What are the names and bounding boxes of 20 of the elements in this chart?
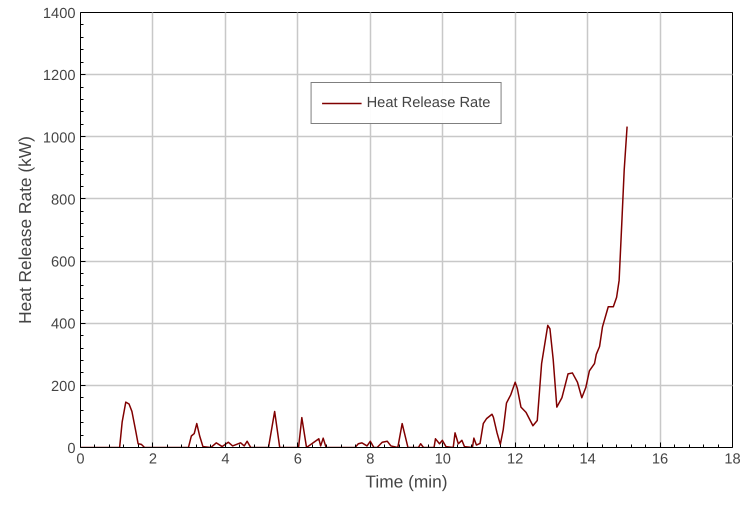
x-tick-label: 10 bbox=[434, 452, 451, 468]
y-tick-label: 400 bbox=[51, 316, 76, 333]
x-tick-label: 8 bbox=[366, 452, 374, 468]
x-tick-label: 2 bbox=[148, 452, 158, 468]
y-tick-label: 1000 bbox=[42, 130, 76, 146]
x-axis-title: Time (min) bbox=[365, 472, 448, 492]
y-tick-label: 200 bbox=[51, 378, 76, 395]
y-tick-label: 800 bbox=[51, 192, 76, 208]
y-tick-label: 1200 bbox=[42, 68, 76, 84]
x-tick-label: 6 bbox=[294, 452, 302, 468]
x-tick-label: 16 bbox=[652, 452, 668, 468]
x-tick-label: 14 bbox=[579, 452, 596, 468]
y-tick-label: 600 bbox=[51, 254, 76, 271]
x-tick-label: 4 bbox=[221, 452, 230, 468]
x-tick-label: 12 bbox=[507, 452, 524, 468]
x-tick-label: 18 bbox=[724, 452, 741, 468]
y-tick-label: 1400 bbox=[42, 6, 76, 22]
y-tick-label: 0 bbox=[67, 441, 76, 457]
y-axis-title: Heat Release Rate (kW) bbox=[14, 136, 35, 324]
legend-label: Heat Release Rate bbox=[366, 95, 490, 111]
